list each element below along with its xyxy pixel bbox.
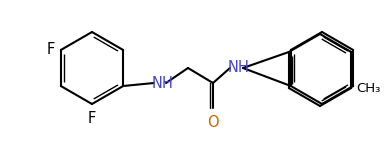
Text: F: F [47, 43, 55, 57]
Text: N: N [228, 60, 239, 76]
Text: CH₃: CH₃ [356, 81, 380, 95]
Text: F: F [88, 111, 96, 126]
Text: H: H [162, 76, 173, 90]
Text: O: O [207, 115, 219, 130]
Text: H: H [238, 60, 249, 76]
Text: N: N [152, 76, 163, 90]
